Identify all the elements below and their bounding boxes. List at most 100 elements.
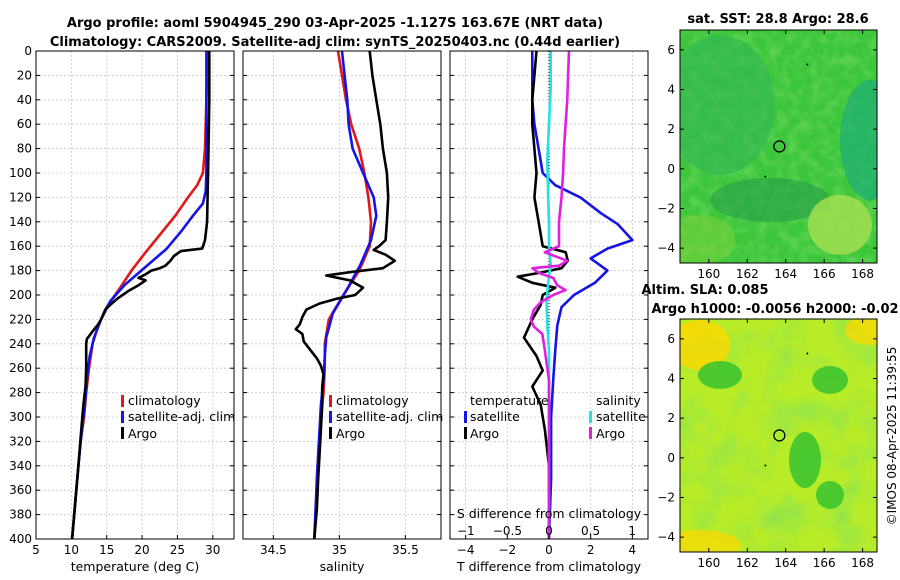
temperature-panel: 5 10 15 20 25 30 0 20 40 60 80 100 120 140 160 180 200 2… (9, 44, 235, 574)
depth-tick-label: 280 (9, 386, 32, 400)
argo-location-marker (773, 429, 786, 442)
depth-tick-label: 180 (9, 264, 32, 278)
depth-tick-label: 400 (9, 532, 32, 546)
argo-location-marker (773, 140, 786, 153)
depth-tick-label: 20 (17, 68, 32, 82)
depth-tick-label: 200 (9, 288, 32, 302)
legend-climatology: climatology (336, 393, 409, 408)
x2-tick-label: −0.5 (493, 524, 522, 538)
series-line-satellite-adj-clim (313, 50, 378, 540)
temperature-xlabel: temperature (deg C) (71, 559, 200, 574)
legend-t-argo: Argo (470, 426, 499, 441)
map-speck (764, 464, 767, 467)
sla-low-2 (812, 366, 848, 394)
sla-map-frame (679, 318, 878, 553)
map-lat-label: −2 (657, 490, 675, 504)
x-tick-label: −4 (457, 543, 475, 557)
depth-tick-label: 260 (9, 361, 32, 375)
legend-satellite: satellite-adj. clim (128, 409, 235, 424)
map-speck (764, 175, 767, 178)
depth-tick-label: 220 (9, 312, 32, 326)
depth-tick-label: 320 (9, 434, 32, 448)
temperature-legend: climatology satellite-adj. clim Argo (121, 393, 235, 441)
depth-tick-label: 300 (9, 410, 32, 424)
s-difference-xlabel: S difference from climatology (457, 506, 642, 521)
depth-tick-label: 380 (9, 508, 32, 522)
sst-cool-band (710, 178, 830, 222)
map-speck (806, 63, 809, 66)
series-line-argo (294, 50, 397, 540)
x-tick-label: 30 (205, 543, 220, 557)
x2-tick-label: −1 (457, 524, 475, 538)
depth-tick-label: 340 (9, 459, 32, 473)
legend-t-satellite: satellite (470, 409, 520, 424)
depth-tick-label: 140 (9, 215, 32, 229)
depth-tick-label: 80 (17, 142, 32, 156)
map-lon-label: 168 (851, 267, 874, 281)
series-line-salinity-argo (529, 50, 571, 539)
sst-warm-corner (680, 215, 735, 263)
map-lat-label: 2 (667, 122, 675, 136)
x2-tick-label: 1 (628, 524, 636, 538)
map-lat-label: 0 (667, 451, 675, 465)
x-tick-label: 4 (629, 543, 637, 557)
depth-tick-label: 0 (24, 44, 32, 58)
legend-t-satellite-swatch (464, 411, 467, 423)
copyright: ©IMOS 08-Apr-2025 11:39:55 (885, 347, 899, 526)
depth-tick-label: 360 (9, 483, 32, 497)
map-lon-label: 162 (736, 556, 759, 570)
legend-argo: Argo (336, 426, 365, 441)
x-tick-label: 15 (99, 543, 114, 557)
x-tick-label: 25 (170, 543, 185, 557)
map-lat-label: −4 (657, 241, 675, 255)
sla-high-topright (845, 319, 877, 345)
salinity-xlabel: salinity (320, 559, 365, 574)
map-lon-label: 160 (697, 556, 720, 570)
x-tick-label: 34.5 (260, 543, 287, 557)
map-lon-label: 164 (774, 556, 797, 570)
legend-s-argo: Argo (596, 426, 625, 441)
map-lat-label: −4 (657, 530, 675, 544)
legend-temperature-heading: temperature (470, 393, 549, 408)
x-tick-label: 20 (134, 543, 149, 557)
legend-satellite-swatch (329, 411, 332, 423)
sst-map: sat. SST: 28.8 Argo: 28.6 160 162 164 166 16… (657, 12, 878, 281)
map-lat-label: 0 (667, 162, 675, 176)
x-tick-label: 35 (332, 543, 347, 557)
t-difference-xlabel: T difference from climatology (456, 559, 642, 574)
legend-salinity-heading: salinity (596, 393, 641, 408)
map-speck (806, 352, 809, 355)
legend-climatology: climatology (128, 393, 201, 408)
map-lon-label: 166 (813, 556, 836, 570)
sst-map-title: sat. SST: 28.8 Argo: 28.6 (687, 12, 868, 27)
difference-legend: temperature satellite Argo salinity sate… (464, 393, 646, 441)
map-lat-label: 6 (667, 332, 675, 346)
salinity-panel: 34.5 35 35.5 salinity climatology satellit… (242, 50, 443, 574)
sst-warm-patch (808, 195, 872, 255)
series-line-temperature-argo (516, 50, 570, 539)
legend-climatology-swatch (121, 395, 124, 407)
depth-tick-label: 120 (9, 190, 32, 204)
legend-argo-swatch (121, 427, 124, 439)
series-line-argo (70, 51, 211, 540)
sla-map-title: Altim. SLA: 0.085 (642, 283, 769, 298)
sla-map-subtitle: Argo h1000: -0.0056 h2000: -0.02 (651, 302, 898, 317)
sla-map: Altim. SLA: 0.085 Argo h1000: -0.0056 h2… (642, 283, 899, 570)
map-lat-label: −2 (657, 201, 675, 215)
map-lon-label: 162 (736, 267, 759, 281)
x2-tick-label: 0 (545, 524, 553, 538)
x-tick-label: 35.5 (392, 543, 419, 557)
legend-argo: Argo (128, 426, 157, 441)
map-lon-label: 164 (774, 267, 797, 281)
depth-tick-label: 40 (17, 93, 32, 107)
legend-satellite-swatch (121, 411, 124, 423)
salinity-legend: climatology satellite-adj. clim Argo (329, 393, 443, 441)
legend-climatology-swatch (329, 395, 332, 407)
sla-high-topleft (680, 320, 730, 370)
map-lat-label: 4 (667, 371, 675, 385)
map-lat-label: 4 (667, 82, 675, 96)
legend-argo-swatch (329, 427, 332, 439)
title-line1: Argo profile: aoml 5904945_290 03-Apr-20… (67, 16, 603, 31)
legend-satellite: satellite-adj. clim (336, 409, 443, 424)
